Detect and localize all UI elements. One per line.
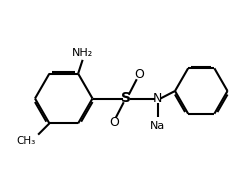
Text: O: O <box>109 116 119 129</box>
Text: NH₂: NH₂ <box>72 48 93 58</box>
Text: O: O <box>134 68 144 81</box>
Text: S: S <box>121 92 131 105</box>
Text: N: N <box>153 92 162 105</box>
Text: CH₃: CH₃ <box>16 136 36 146</box>
Text: Na: Na <box>150 121 165 131</box>
